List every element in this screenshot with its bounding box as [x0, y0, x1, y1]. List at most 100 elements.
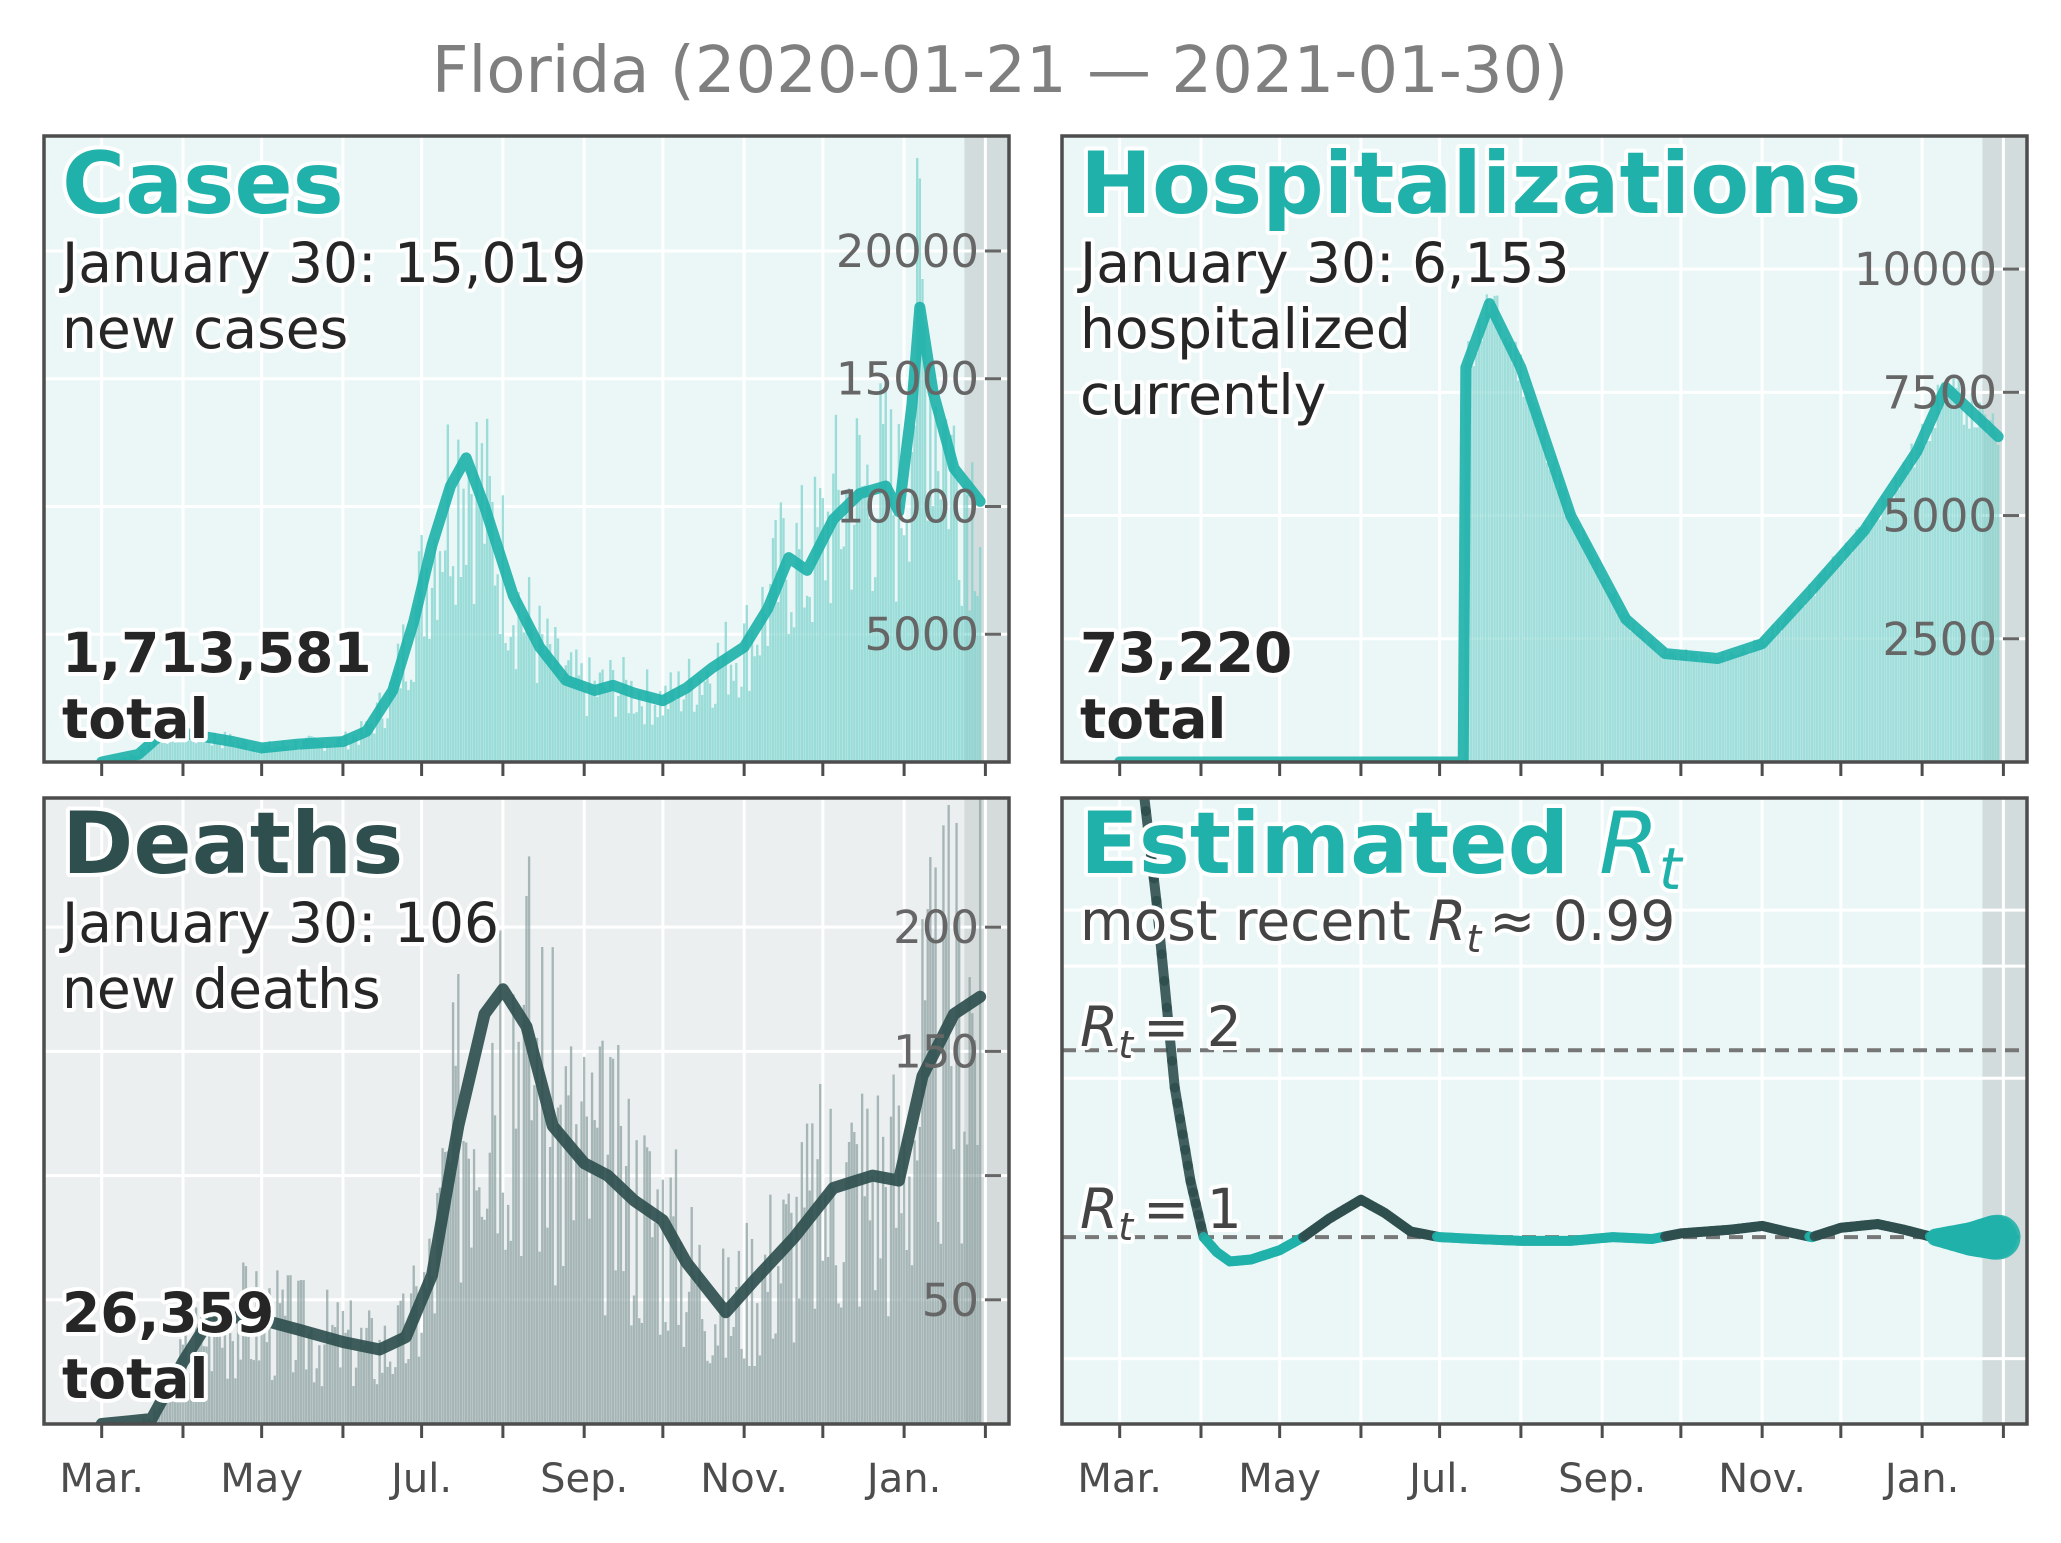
daily-bar [1926, 441, 1929, 762]
daily-bar [1816, 581, 1819, 762]
daily-bar [638, 692, 641, 762]
daily-bar [742, 1358, 746, 1424]
daily-bar [278, 746, 282, 762]
daily-bar [1527, 393, 1530, 762]
daily-bar [291, 748, 295, 762]
daily-bar [522, 632, 526, 762]
daily-bar [323, 750, 326, 762]
daily-bar [955, 473, 958, 762]
daily-bar [1524, 391, 1528, 762]
daily-bar [242, 739, 245, 762]
daily-bar [837, 1303, 840, 1424]
daily-bar [645, 1147, 649, 1424]
daily-bar [244, 1266, 248, 1424]
daily-bar [858, 1306, 861, 1424]
daily-bar [247, 1311, 250, 1424]
daily-bar [1834, 565, 1837, 762]
daily-bar [354, 737, 358, 762]
daily-bar [611, 1058, 615, 1424]
daily-bar [659, 691, 662, 762]
daily-bar [467, 1158, 470, 1424]
daily-bar [543, 653, 547, 762]
daily-bar [1978, 402, 1981, 762]
daily-bar [184, 735, 187, 762]
daily-bar [1745, 652, 1748, 762]
daily-bar [1522, 396, 1525, 762]
daily-bar [973, 591, 977, 762]
rt-ref1-label: Rt = 1 [1080, 1177, 1242, 1249]
daily-bar [273, 1375, 276, 1424]
y-tick-label: 10000 [1854, 243, 1997, 296]
daily-bar [509, 636, 512, 762]
daily-bar [512, 994, 515, 1424]
daily-bar [774, 1333, 777, 1424]
daily-bar [328, 1338, 332, 1424]
daily-bar [682, 699, 686, 762]
daily-bar [1496, 295, 1499, 762]
daily-bar [281, 740, 284, 762]
daily-bar [1553, 455, 1557, 762]
daily-bar [931, 937, 935, 1424]
daily-bar [868, 1220, 872, 1424]
daily-bar [305, 1369, 308, 1424]
daily-bar [777, 1266, 780, 1424]
daily-bar [210, 745, 214, 762]
daily-bar [724, 1357, 727, 1424]
daily-bar [719, 666, 722, 762]
daily-bar [444, 1152, 447, 1424]
daily-bar [950, 1066, 953, 1424]
daily-bar [944, 923, 948, 1424]
daily-bar [674, 1149, 678, 1424]
daily-bar [963, 484, 966, 762]
daily-bar [866, 464, 869, 762]
daily-bar [1739, 652, 1743, 762]
plot-area [1062, 136, 2027, 762]
daily-bar [721, 1248, 725, 1424]
daily-bar [1566, 511, 1570, 762]
daily-bar [1656, 653, 1659, 762]
daily-bar [378, 1339, 381, 1424]
daily-bar [260, 1300, 263, 1424]
daily-bar [653, 704, 657, 762]
daily-bar [630, 1325, 633, 1424]
daily-bar [289, 748, 292, 762]
daily-bar [664, 685, 667, 762]
daily-bar [1805, 602, 1808, 762]
daily-bar [698, 1244, 701, 1424]
daily-bar [1629, 631, 1633, 762]
daily-bar [606, 690, 609, 762]
daily-bar [1475, 352, 1478, 762]
daily-bar [1897, 489, 1900, 762]
daily-bar [748, 1366, 751, 1424]
daily-bar [892, 1074, 895, 1424]
daily-bar [347, 749, 350, 762]
daily-bar [965, 495, 969, 762]
daily-bar [808, 1190, 811, 1424]
daily-bar [252, 746, 255, 762]
daily-bar [1863, 521, 1866, 762]
daily-bar [656, 717, 659, 762]
daily-bar [407, 1359, 410, 1424]
daily-bar [396, 643, 400, 762]
daily-bar [973, 1040, 977, 1424]
plot-background [1062, 798, 2027, 1424]
daily-bar [703, 681, 706, 762]
daily-bar [1734, 655, 1738, 762]
daily-bar [470, 494, 473, 762]
daily-bar [1569, 507, 1572, 762]
daily-bar [231, 1341, 234, 1424]
daily-bar [1802, 606, 1806, 762]
daily-bar [1941, 382, 1945, 762]
daily-bar [501, 495, 505, 762]
daily-bar [737, 697, 741, 762]
daily-bar [1666, 654, 1669, 762]
daily-bar [614, 1270, 617, 1424]
x-tick-label: Nov. [1718, 1456, 1806, 1502]
daily-bar [155, 745, 158, 762]
daily-bar [850, 589, 853, 762]
daily-bar [483, 1219, 486, 1424]
daily-bar [1559, 475, 1562, 762]
x-tick-label: Mar. [1077, 1456, 1162, 1502]
daily-bar [362, 1344, 366, 1424]
daily-bar [685, 1312, 688, 1424]
